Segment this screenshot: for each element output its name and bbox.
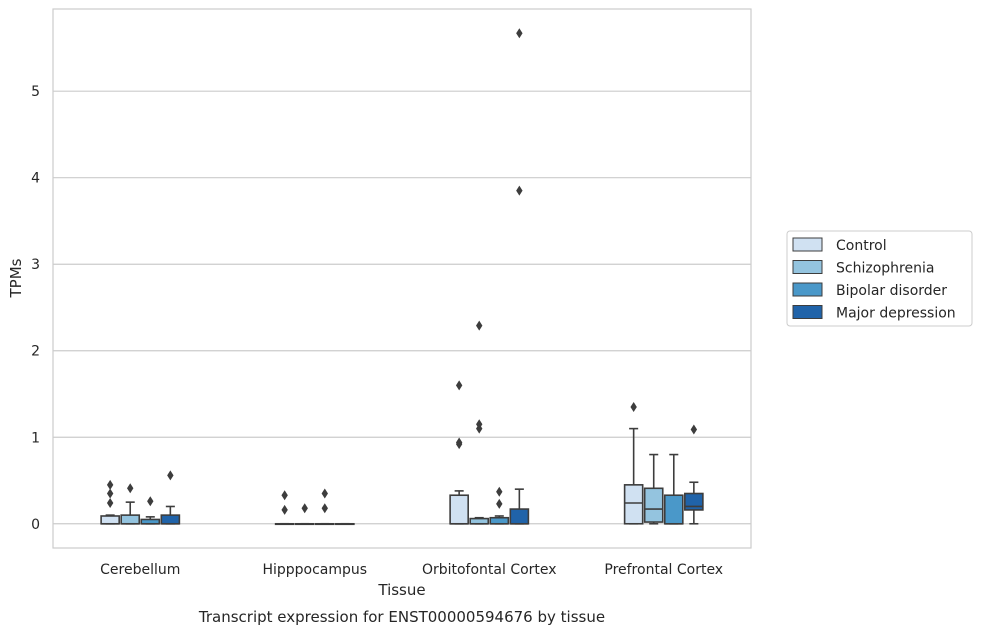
x-axis-title: Tissue (377, 581, 425, 599)
legend-swatch (792, 237, 823, 252)
legend-swatch (792, 282, 823, 297)
outlier-point (496, 498, 503, 509)
box-body (643, 487, 664, 523)
outlier-point (321, 503, 328, 514)
chart-caption: Transcript expression for ENST0000059467… (198, 608, 605, 626)
plot-area (52, 8, 752, 549)
legend-item-bipolar-disorder: Bipolar disorder (792, 282, 947, 299)
x-tick-label: Prefrontal Cortex (604, 562, 723, 578)
box-hipppocampus-control (274, 490, 295, 526)
outlier-point (301, 503, 308, 514)
y-tick-label: 3 (31, 257, 40, 273)
x-tick-labels: Cerebellum Hipppocampus Orbitofontal Corte… (100, 562, 723, 578)
box-cerebellum-major-depression (160, 470, 181, 525)
legend-item-major-depression: Major depression (792, 305, 956, 322)
box-orbitofontal-cortex-bipolar-disorder (489, 486, 510, 525)
box-prefrontal-cortex-major-depression (684, 424, 704, 525)
gridlines (53, 90, 751, 525)
box-prefrontal-cortex-bipolar-disorder (663, 453, 684, 525)
outlier-point (476, 419, 483, 430)
box-orbitofontal-cortex-schizophrenia (469, 320, 490, 525)
boxes (100, 28, 704, 526)
box-hipppocampus-bipolar-disorder (314, 488, 335, 526)
box-body (120, 514, 141, 525)
box-body (100, 515, 120, 525)
box-hipppocampus-major-depression (335, 522, 355, 526)
legend-label: Bipolar disorder (836, 283, 947, 299)
outlier-point (455, 380, 463, 391)
outlier-point (496, 486, 503, 497)
legend-item-control: Control (792, 237, 887, 254)
box-cerebellum-control (100, 479, 120, 525)
box-prefrontal-cortex-control (623, 401, 644, 525)
outlier-point (106, 479, 114, 490)
outlier-point (106, 498, 114, 509)
y-tick-label: 5 (31, 84, 40, 100)
outlier-point (476, 320, 483, 331)
outlier-point (127, 483, 134, 494)
legend-label: Control (836, 238, 887, 254)
outlier-point (281, 504, 288, 515)
legend: Control Schizophrenia Bipolar disorder Majo… (786, 230, 973, 327)
box-hipppocampus-schizophrenia (294, 503, 315, 526)
box-cerebellum-schizophrenia (120, 483, 141, 525)
box-orbitofontal-cortex-major-depression (509, 28, 530, 525)
box-body (684, 492, 704, 511)
y-tick-label: 1 (31, 430, 40, 446)
legend-label: Schizophrenia (836, 261, 934, 277)
y-tick-label: 0 (31, 517, 40, 533)
box-body (489, 516, 510, 525)
outlier-point (455, 437, 463, 448)
outlier-point (147, 496, 154, 507)
outlier-point (167, 470, 174, 481)
y-axis-title: TPMs (7, 258, 25, 298)
outlier-point (281, 490, 288, 501)
legend-swatch (792, 260, 823, 274)
legend-item-schizophrenia: Schizophrenia (792, 260, 934, 277)
outlier-point (516, 28, 523, 39)
outlier-point (630, 401, 637, 412)
box-body (623, 484, 644, 525)
box-cerebellum-bipolar-disorder (140, 496, 161, 525)
x-tick-label: Cerebellum (100, 562, 180, 578)
box-orbitofontal-cortex-control (449, 380, 469, 525)
legend-frame (786, 230, 973, 327)
legend-label: Major depression (836, 306, 956, 322)
box-body (160, 514, 181, 525)
y-tick-label: 4 (31, 171, 40, 187)
box-prefrontal-cortex-schizophrenia (643, 453, 664, 525)
outlier-point (690, 424, 698, 435)
box-body (449, 494, 469, 525)
box-body (663, 494, 684, 525)
x-tick-label: Orbitofontal Cortex (422, 562, 557, 578)
outlier-point (106, 488, 114, 499)
x-tick-label: Hipppocampus (262, 562, 367, 578)
outlier-point (321, 488, 328, 499)
y-tick-label: 2 (31, 344, 40, 360)
outlier-point (516, 185, 523, 196)
y-tick-labels: 0 1 2 3 4 5 (31, 84, 40, 533)
legend-swatch (792, 305, 823, 319)
box-body (509, 508, 530, 525)
